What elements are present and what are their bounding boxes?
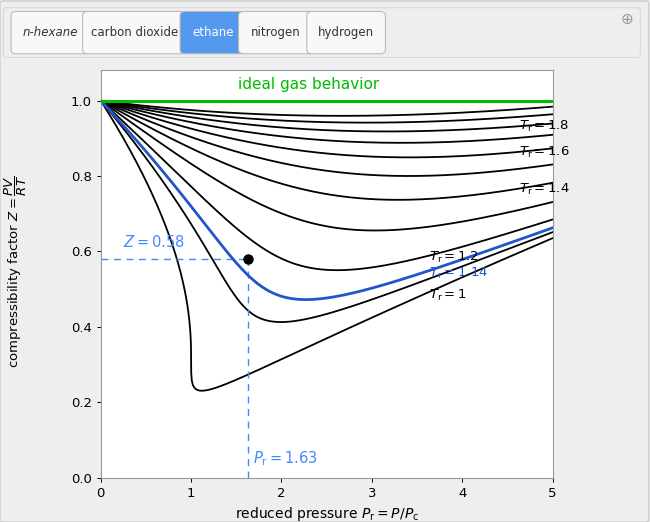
Text: $T_\mathrm{r} = 1.14$: $T_\mathrm{r} = 1.14$ — [429, 266, 488, 281]
Text: hydrogen: hydrogen — [318, 26, 374, 39]
Text: ⊕: ⊕ — [621, 13, 634, 27]
FancyBboxPatch shape — [83, 11, 187, 54]
Text: compressibility factor $Z = \dfrac{PV}{RT}$: compressibility factor $Z = \dfrac{PV}{R… — [3, 175, 29, 368]
Text: nitrogen: nitrogen — [252, 26, 301, 39]
FancyBboxPatch shape — [3, 8, 640, 57]
Text: ethane: ethane — [192, 26, 233, 39]
FancyBboxPatch shape — [307, 11, 385, 54]
Text: ideal gas behavior: ideal gas behavior — [238, 77, 379, 92]
Text: $T_\mathrm{r} = 1.2$: $T_\mathrm{r} = 1.2$ — [429, 250, 478, 265]
FancyBboxPatch shape — [239, 11, 314, 54]
FancyBboxPatch shape — [11, 11, 90, 54]
Text: $P_\mathrm{r} = 1.63$: $P_\mathrm{r} = 1.63$ — [253, 449, 317, 468]
Text: carbon dioxide: carbon dioxide — [91, 26, 179, 39]
Text: $T_\mathrm{r} = 1.4$: $T_\mathrm{r} = 1.4$ — [519, 182, 570, 197]
Text: $T_\mathrm{r} = 1.8$: $T_\mathrm{r} = 1.8$ — [519, 119, 569, 134]
X-axis label: reduced pressure $P_\mathrm{r} = P/P_\mathrm{c}$: reduced pressure $P_\mathrm{r} = P/P_\ma… — [235, 505, 419, 522]
Text: $T_\mathrm{r} = 1$: $T_\mathrm{r} = 1$ — [429, 288, 467, 303]
Text: $Z = 0.58$: $Z = 0.58$ — [124, 233, 185, 250]
Text: n-hexane: n-hexane — [23, 26, 78, 39]
Text: $T_\mathrm{r} = 1.6$: $T_\mathrm{r} = 1.6$ — [519, 145, 570, 160]
FancyBboxPatch shape — [180, 11, 246, 54]
